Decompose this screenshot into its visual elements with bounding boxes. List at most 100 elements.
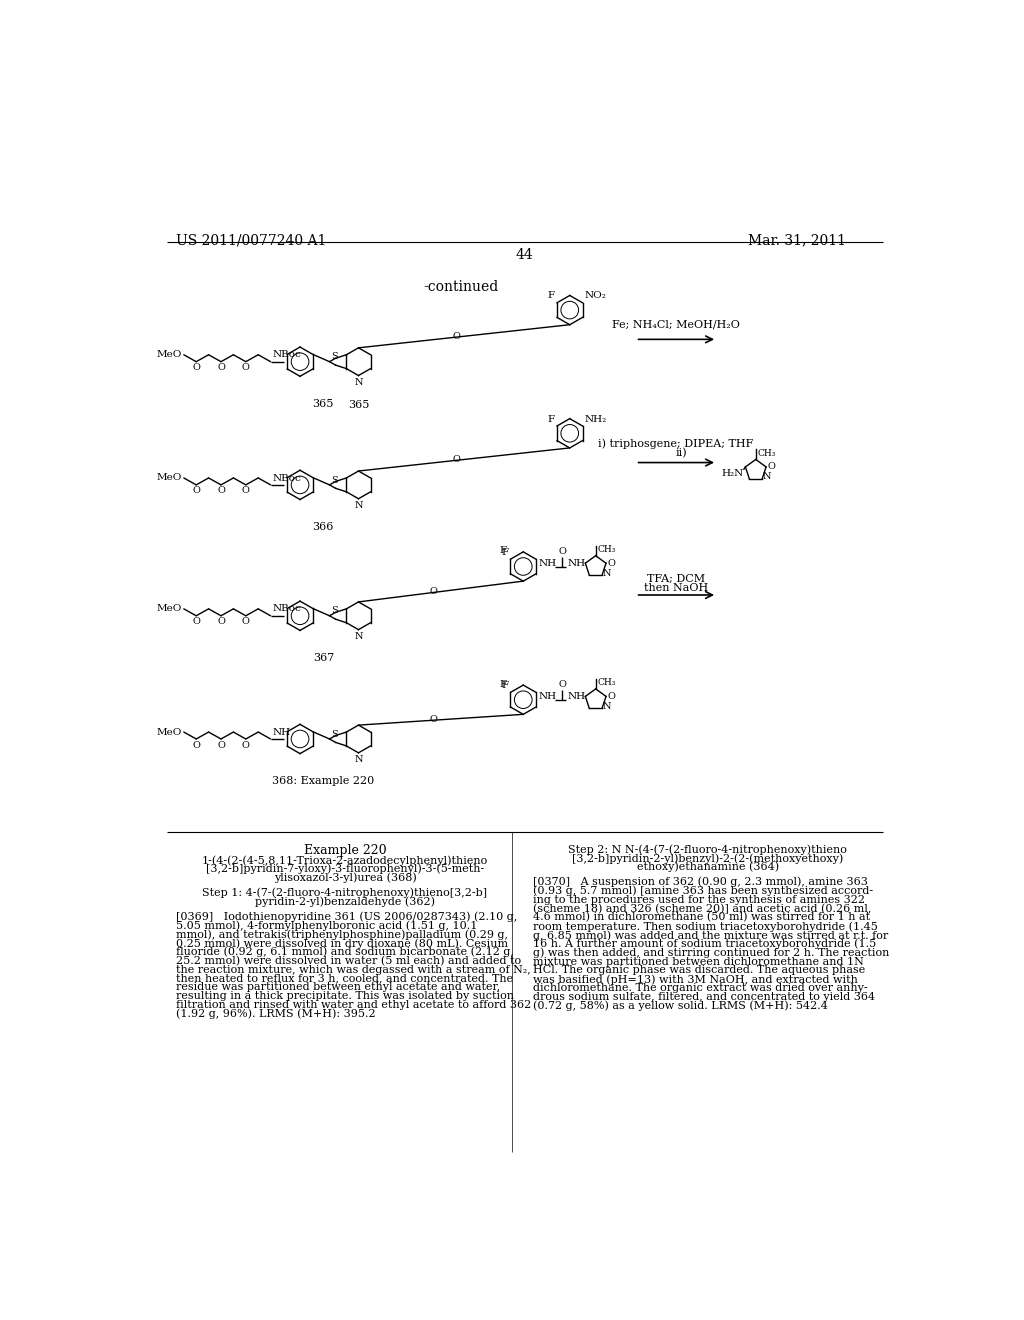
Text: F: F: [501, 681, 508, 690]
Text: N: N: [763, 473, 771, 482]
Text: [0369]   Iodothienopyridine 361 (US 2006/0287343) (2.10 g,: [0369] Iodothienopyridine 361 (US 2006/0…: [176, 911, 517, 923]
Text: O: O: [558, 546, 566, 556]
Text: S: S: [331, 475, 338, 484]
Text: S: S: [331, 730, 338, 739]
Text: NH: NH: [567, 558, 586, 568]
Text: 0.25 mmol) were dissolved in dry dioxane (80 mL). Cesium: 0.25 mmol) were dissolved in dry dioxane…: [176, 939, 508, 949]
Text: O: O: [193, 741, 200, 750]
Text: S: S: [331, 352, 338, 362]
Text: O: O: [429, 587, 437, 597]
Text: US 2011/0077240 A1: US 2011/0077240 A1: [176, 234, 327, 247]
Text: N: N: [354, 632, 362, 642]
Text: MeO: MeO: [156, 605, 181, 614]
Text: ing to the procedures used for the synthesis of amines 322: ing to the procedures used for the synth…: [532, 895, 864, 904]
Text: NH: NH: [272, 727, 290, 737]
Text: [3,2-b]pyridin-2-yl)benzyl)-2-(2-(methoxyethoxy): [3,2-b]pyridin-2-yl)benzyl)-2-(2-(methox…: [572, 853, 844, 863]
Text: 367: 367: [312, 653, 334, 663]
Text: Step 1: 4-(7-(2-fluoro-4-nitrophenoxy)thieno[3,2-b]: Step 1: 4-(7-(2-fluoro-4-nitrophenoxy)th…: [203, 887, 487, 898]
Text: then NaOH: then NaOH: [644, 583, 708, 594]
Text: O: O: [558, 680, 566, 689]
Text: O: O: [242, 741, 250, 750]
Text: N: N: [603, 702, 611, 710]
Text: g, 6.85 mmol) was added and the mixture was stirred at r.t. for: g, 6.85 mmol) was added and the mixture …: [532, 929, 888, 941]
Text: NH₂: NH₂: [585, 414, 607, 424]
Text: 5.05 mmol), 4-formylphenylboronic acid (1.51 g, 10.1: 5.05 mmol), 4-formylphenylboronic acid (…: [176, 920, 477, 931]
Text: TFA; DCM: TFA; DCM: [647, 574, 705, 585]
Text: resulting in a thick precipitate. This was isolated by suction: resulting in a thick precipitate. This w…: [176, 991, 514, 1001]
Text: 368: Example 220: 368: Example 220: [272, 776, 375, 785]
Text: O: O: [217, 363, 225, 372]
Text: F: F: [500, 680, 507, 689]
Text: O: O: [242, 487, 250, 495]
Text: O: O: [429, 715, 437, 725]
Text: 44: 44: [516, 248, 534, 263]
Text: F: F: [548, 414, 555, 424]
Text: ii): ii): [676, 447, 687, 458]
Text: NH: NH: [539, 692, 556, 701]
Text: F: F: [548, 292, 555, 301]
Text: O: O: [453, 455, 461, 463]
Text: NH: NH: [539, 558, 556, 568]
Text: 25.2 mmol) were dissolved in water (5 ml each) and added to: 25.2 mmol) were dissolved in water (5 ml…: [176, 956, 521, 966]
Text: O: O: [607, 692, 615, 701]
Text: N: N: [354, 755, 362, 764]
Text: HCl. The organic phase was discarded. The aqueous phase: HCl. The organic phase was discarded. Th…: [532, 965, 865, 975]
Text: mixture was partitioned between dichloromethane and 1N: mixture was partitioned between dichloro…: [532, 957, 863, 966]
Text: (0.93 g, 5.7 mmol) [amine 363 has been synthesized accord-: (0.93 g, 5.7 mmol) [amine 363 has been s…: [532, 886, 872, 896]
Text: CH₃: CH₃: [597, 678, 615, 688]
Text: 1-(4-(2-(4-5,8,11-Trioxa-2-azadodecylphenyl)thieno: 1-(4-(2-(4-5,8,11-Trioxa-2-azadodecylphe…: [202, 855, 488, 866]
Text: residue was partitioned between ethyl acetate and water,: residue was partitioned between ethyl ac…: [176, 982, 500, 993]
Text: O: O: [453, 331, 461, 341]
Text: NO₂: NO₂: [585, 292, 606, 301]
Text: F: F: [500, 546, 507, 556]
Text: F: F: [501, 548, 508, 557]
Text: drous sodium sulfate, filtered, and concentrated to yield 364: drous sodium sulfate, filtered, and conc…: [532, 991, 874, 1002]
Text: (0.72 g, 58%) as a yellow solid. LRMS (M+H): 542.4: (0.72 g, 58%) as a yellow solid. LRMS (M…: [532, 1001, 827, 1011]
Text: O: O: [217, 487, 225, 495]
Text: filtration and rinsed with water and ethyl acetate to afford 362: filtration and rinsed with water and eth…: [176, 1001, 531, 1010]
Text: Fe; NH₄Cl; MeOH/H₂O: Fe; NH₄Cl; MeOH/H₂O: [612, 319, 740, 330]
Text: NBoc: NBoc: [272, 350, 301, 359]
Text: 365: 365: [348, 400, 370, 411]
Text: 16 h. A further amount of sodium triacetoxyborohydride (1.5: 16 h. A further amount of sodium triacet…: [532, 939, 876, 949]
Text: [0370]   A suspension of 362 (0.90 g, 2.3 mmol), amine 363: [0370] A suspension of 362 (0.90 g, 2.3 …: [532, 876, 867, 887]
Text: Step 2: N N-(4-(7-(2-fluoro-4-nitrophenoxy)thieno: Step 2: N N-(4-(7-(2-fluoro-4-nitropheno…: [568, 845, 847, 855]
Text: O: O: [607, 558, 615, 568]
Text: pyridin-2-yl)benzaldehyde (362): pyridin-2-yl)benzaldehyde (362): [255, 896, 435, 907]
Text: g) was then added, and stirring continued for 2 h. The reaction: g) was then added, and stirring continue…: [532, 948, 889, 958]
Text: O: O: [768, 462, 775, 471]
Text: O: O: [193, 487, 200, 495]
Text: S: S: [331, 606, 338, 615]
Text: Mar. 31, 2011: Mar. 31, 2011: [748, 234, 846, 247]
Text: 366: 366: [312, 521, 334, 532]
Text: 4.6 mmol) in dichloromethane (50 ml) was stirred for 1 h at: 4.6 mmol) in dichloromethane (50 ml) was…: [532, 912, 869, 923]
Text: O: O: [242, 363, 250, 372]
Text: [3,2-b]pyridin-7-yloxy)-3-fluorophenyl)-3-(5-meth-: [3,2-b]pyridin-7-yloxy)-3-fluorophenyl)-…: [206, 863, 484, 874]
Text: fluoride (0.92 g, 6.1 mmol) and sodium bicarbonate (2.12 g,: fluoride (0.92 g, 6.1 mmol) and sodium b…: [176, 946, 514, 957]
Text: then heated to reflux for 3 h, cooled, and concentrated. The: then heated to reflux for 3 h, cooled, a…: [176, 973, 513, 983]
Text: ethoxy)ethanamine (364): ethoxy)ethanamine (364): [637, 862, 779, 873]
Text: O: O: [193, 363, 200, 372]
Text: O: O: [242, 618, 250, 626]
Text: N: N: [603, 569, 611, 578]
Text: O: O: [193, 618, 200, 626]
Text: was basified (pH=13) with 3M NaOH, and extracted with: was basified (pH=13) with 3M NaOH, and e…: [532, 974, 857, 985]
Text: dichloromethane. The organic extract was dried over anhy-: dichloromethane. The organic extract was…: [532, 983, 867, 993]
Text: (scheme 18) and 326 (scheme 20)] and acetic acid (0.26 ml,: (scheme 18) and 326 (scheme 20)] and ace…: [532, 903, 871, 913]
Text: -continued: -continued: [424, 280, 499, 294]
Text: NBoc: NBoc: [272, 605, 301, 614]
Text: Example 220: Example 220: [304, 845, 386, 858]
Text: H₂N: H₂N: [722, 469, 743, 478]
Text: N: N: [354, 378, 362, 387]
Text: NH: NH: [567, 692, 586, 701]
Text: (1.92 g, 96%). LRMS (M+H): 395.2: (1.92 g, 96%). LRMS (M+H): 395.2: [176, 1008, 376, 1019]
Text: CH₃: CH₃: [597, 545, 615, 554]
Text: N: N: [354, 502, 362, 510]
Text: O: O: [217, 618, 225, 626]
Text: O: O: [217, 741, 225, 750]
Text: the reaction mixture, which was degassed with a stream of N₂,: the reaction mixture, which was degassed…: [176, 965, 530, 974]
Text: room temperature. Then sodium triacetoxyborohydride (1.45: room temperature. Then sodium triacetoxy…: [532, 921, 878, 932]
Text: NBoc: NBoc: [272, 474, 301, 483]
Text: MeO: MeO: [156, 474, 181, 482]
Text: mmol), and tetrakis(triphenylphosphine)palladium (0.29 g,: mmol), and tetrakis(triphenylphosphine)p…: [176, 929, 508, 940]
